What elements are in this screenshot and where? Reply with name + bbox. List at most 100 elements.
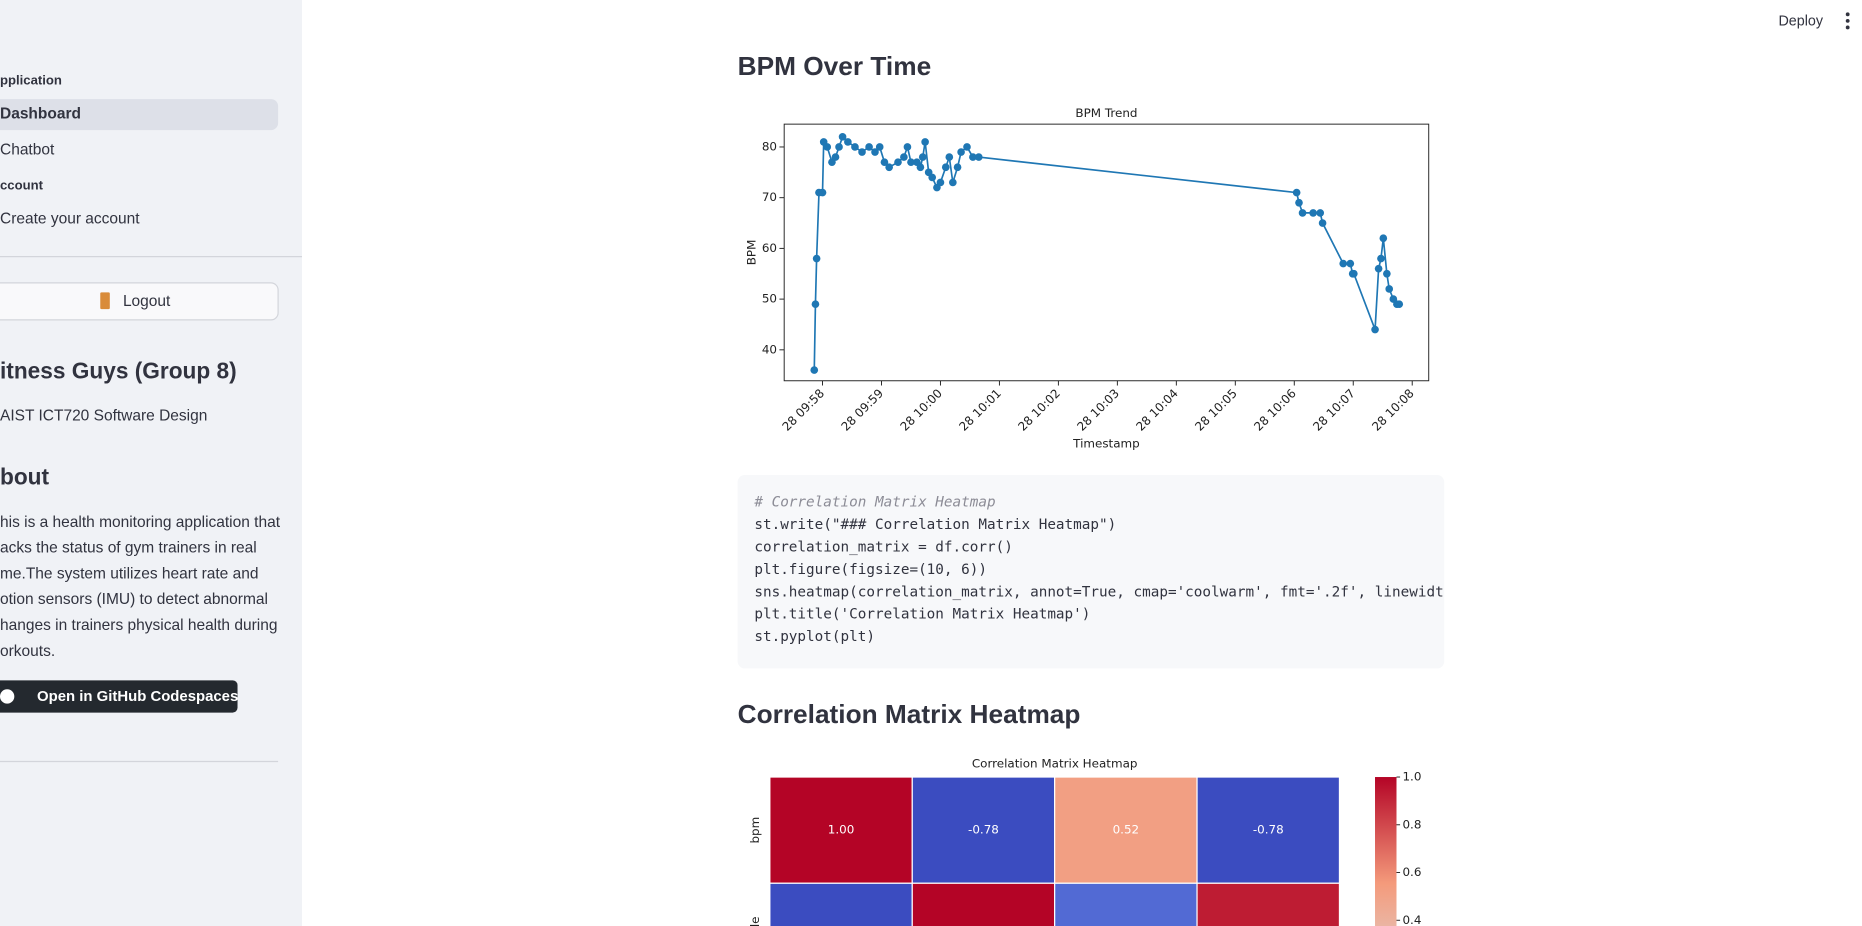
point [969,153,977,161]
colorbar-tick-label: 0.8 [1402,817,1421,831]
code-line: # Correlation Matrix Heatmap [753,495,995,511]
colorbar-tick-label: 0.4 [1402,913,1421,926]
point [936,178,945,187]
point [1318,219,1327,227]
cell-label: 1.00 [828,823,855,837]
point [1292,188,1301,197]
chart-title: Correlation Matrix Heatmap [972,756,1138,770]
point [812,254,821,263]
point [1339,259,1348,268]
sidebar [0,0,302,926]
codespaces-label: Open in GitHub Codespaces [37,689,238,705]
point [957,148,965,156]
heatmap-cell [1054,776,1198,884]
point [838,132,847,141]
x-tick-label: 28 09:59 [838,386,886,434]
x-axis-label: Timestamp [1072,437,1140,451]
y-tick-label: 50 [762,292,777,306]
about-text: otion sensors (IMU) to detect abnormal [0,591,268,608]
nav-active-bg [0,99,279,131]
line-series [813,135,1400,371]
codespaces-button[interactable] [0,680,238,713]
point [811,300,820,309]
x-tick-label: 28 10:01 [956,386,1004,434]
heatmap-cell [1054,882,1198,926]
point [1350,269,1358,278]
heatmap-cell [769,776,913,884]
point [921,138,929,146]
point [835,143,843,151]
logout-button[interactable] [0,282,279,321]
x-tick-label: 28 10:07 [1310,386,1358,434]
y-tick-label: _mode [748,916,762,926]
about-text: his is a health monitoring application t… [0,514,281,531]
x-tick-label: 28 10:04 [1133,386,1181,434]
x-tick-label: 28 10:00 [897,386,945,434]
point [1316,209,1325,217]
point [844,138,852,146]
point [1309,209,1317,217]
point [974,153,983,161]
point [851,143,859,151]
about-title: bout [0,464,50,490]
github-icon [0,689,15,704]
y-tick-label: 70 [762,190,777,204]
plot-frame [783,123,1430,382]
about-text: acks the status of gym trainers in real [0,540,257,557]
code-line: correlation_matrix = df.corr() [754,539,1013,555]
heading: Correlation Matrix Heatmap [738,699,1081,729]
point [900,153,908,161]
nav-link[interactable]: Dashboard [0,106,81,123]
y-tick-label: 80 [762,139,777,153]
code-line: st.pyplot(plt) [754,629,875,645]
heatmap-cell [911,776,1056,884]
point [1298,209,1307,217]
x-tick-label: 28 10:06 [1251,386,1299,434]
deploy-button[interactable]: Deploy [1778,13,1823,29]
point [916,163,925,172]
about-text: orkouts. [0,643,55,660]
point [918,153,927,161]
point [1383,269,1391,278]
point [885,163,893,172]
code-line: st.write("### Correlation Matrix Heatmap… [754,517,1116,533]
point [1374,264,1383,273]
colorbar-tick-label: 0.6 [1402,865,1421,879]
menu-icon[interactable] [1845,12,1850,30]
nav-link[interactable]: Chatbot [0,141,55,158]
point [953,163,962,172]
point [1371,325,1379,334]
point [831,153,840,161]
logout-icon [100,292,110,310]
heatmap-cell [1196,776,1341,884]
chart-title: BPM Trend [1075,106,1137,120]
point [1377,254,1385,263]
y-tick-label: 60 [762,241,777,255]
point [871,148,879,156]
y-tick-label: 40 [762,342,777,356]
cell-label: -0.78 [968,823,999,837]
point [941,163,950,172]
point [963,143,971,151]
point [945,153,954,161]
x-tick-label: 28 10:03 [1074,386,1122,434]
about-text: hanges in trainers physical health durin… [0,617,277,634]
colorbar-tick-label: 1.0 [1402,770,1421,784]
point [1395,300,1404,309]
y-tick-label: bpm [748,817,762,844]
code-block [737,475,1445,669]
point [903,143,912,151]
cell-label: 0.52 [1113,823,1140,837]
point [880,158,889,166]
point [865,143,873,151]
point [1385,285,1394,293]
heatmap-cell [1196,882,1341,926]
heatmap-cell [911,882,1056,926]
team-title: itness Guys (Group 8) [0,357,237,383]
x-tick-label: 28 10:02 [1015,386,1063,434]
point [875,143,884,151]
point [1295,198,1303,207]
point [858,148,866,156]
nav-link[interactable]: Create your account [0,211,140,228]
